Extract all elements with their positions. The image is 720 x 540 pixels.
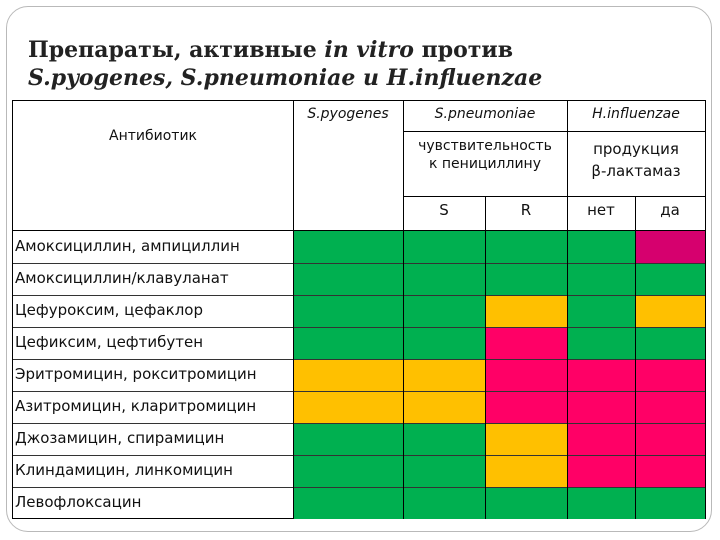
header-net: нет [587,201,615,219]
row-label: Эритромицин, рокситромицин [15,365,257,383]
divider-subsubheader [403,196,705,197]
header-influ-sub-1: продукция [593,140,679,158]
activity-cell [294,455,403,487]
header-s: S [439,201,449,219]
activity-cell [404,263,485,295]
activity-cell [294,295,403,327]
header-pneumo-sub-1: чувствительность [418,138,552,154]
header-s-pneumoniae: S.pneumoniae [434,106,536,122]
row-label: Джозамицин, спирамицин [15,429,225,447]
activity-cell [486,231,567,263]
activity-cell [636,295,705,327]
header-h-influenzae: H.influenzae [592,106,680,122]
activity-cell [404,487,485,519]
row-label: Амоксициллин/клавуланат [15,269,229,287]
header-da: да [660,201,680,219]
row-divider [13,295,705,296]
title-line2: S.pyogenes, S.pneumoniae и H.influenzae [28,65,543,91]
activity-cell [568,455,635,487]
activity-cell [636,455,705,487]
header-s-pyogenes: S.pyogenes [307,106,389,122]
row-divider [13,327,705,328]
activity-cell [568,391,635,423]
activity-cell [636,231,705,263]
activity-cell [636,263,705,295]
divider-header-bottom [13,230,705,231]
row-label: Цефуроксим, цефаклор [15,301,203,319]
activity-cell [404,423,485,455]
activity-cell [294,423,403,455]
divider-subheader [403,131,705,132]
divider-col-2 [403,101,404,518]
activity-cell [568,295,635,327]
activity-cell [486,487,567,519]
activity-cell [636,391,705,423]
activity-cell [568,359,635,391]
row-divider [13,487,705,488]
activity-cell [636,359,705,391]
antibiotic-table: Антибиотик S.pyogenes S.pneumoniae H.inf… [12,100,706,519]
header-pneumo-sub-2: к пенициллину [429,156,541,172]
activity-cell [568,263,635,295]
row-label: Клиндамицин, линкомицин [15,461,233,479]
header-r: R [520,201,532,219]
activity-cell [568,231,635,263]
activity-cell [404,391,485,423]
row-label: Амоксициллин, ампициллин [15,237,240,255]
activity-cell [404,231,485,263]
activity-cell [404,327,485,359]
row-divider [13,455,705,456]
activity-cell [294,231,403,263]
activity-cell [486,295,567,327]
divider-col-3 [567,101,568,518]
row-divider [13,391,705,392]
divider-pneumo-sr [485,196,486,518]
activity-cell [294,263,403,295]
row-label: Цефиксим, цефтибутен [15,333,204,351]
activity-cell [568,423,635,455]
title-line1: Препараты, активные in vitro против [28,37,514,63]
slide-title: Препараты, активные in vitro против S.pyo… [28,36,542,92]
activity-cell [568,487,635,519]
divider-influ-yn [635,196,636,518]
activity-cell [568,327,635,359]
activity-cell [486,359,567,391]
activity-cell [294,359,403,391]
row-label: Левофлоксацин [15,493,142,511]
header-antibiotic: Антибиотик [109,128,197,144]
activity-cell [486,263,567,295]
slide-frame [6,6,712,532]
activity-cell [404,455,485,487]
activity-cell [486,455,567,487]
activity-cell [636,423,705,455]
activity-cell [636,327,705,359]
divider-col-1 [293,101,294,518]
activity-cell [636,487,705,519]
activity-cell [404,359,485,391]
activity-cell [486,391,567,423]
activity-cell [294,391,403,423]
activity-cell [486,423,567,455]
activity-cell [294,487,403,519]
row-divider [13,423,705,424]
header-influ-sub-2: β-лактамаз [591,162,681,180]
activity-cell [294,327,403,359]
activity-cell [486,327,567,359]
activity-cell [404,295,485,327]
row-divider [13,263,705,264]
row-label: Азитромицин, кларитромицин [15,397,257,415]
row-divider [13,359,705,360]
